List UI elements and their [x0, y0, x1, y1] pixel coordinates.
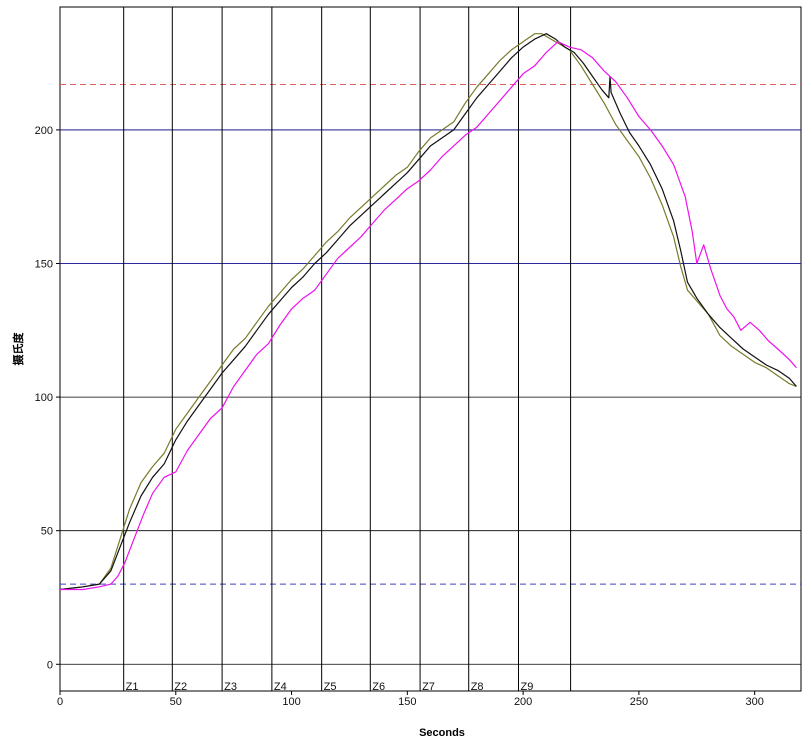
y-tick-label-200: 200 [35, 125, 53, 137]
x-tick-label-50: 50 [170, 696, 182, 708]
series-line-2 [59, 33, 797, 591]
y-axis-ticks: 0 50 100 150 200 [35, 125, 60, 671]
zone-label-z5: Z5 [324, 681, 337, 693]
x-tick-label-150: 150 [398, 696, 416, 708]
x-axis-ticks: 0 50 100 150 200 250 300 [57, 691, 764, 708]
x-tick-label-250: 250 [630, 696, 648, 708]
y-axis-title: 摄氏度 [11, 332, 25, 366]
zone-label-z7: Z7 [422, 681, 435, 693]
zone-markers: Z1 Z2 Z3 Z4 Z5 Z6 Z7 Z8 Z9 [123, 7, 572, 693]
plot-area [59, 6, 802, 692]
zone-label-z9: Z9 [520, 681, 533, 693]
zone-label-z3: Z3 [224, 681, 237, 693]
zone-label-z1: Z1 [126, 681, 139, 693]
zone-label-z4: Z4 [274, 681, 287, 693]
zone-label-z2: Z2 [174, 681, 187, 693]
zone-label-z8: Z8 [471, 681, 484, 693]
x-tick-label-100: 100 [282, 696, 300, 708]
reference-lines [60, 83, 801, 585]
series-line-1 [59, 33, 797, 591]
series-lines [59, 33, 797, 591]
y-tick-label-0: 0 [47, 659, 53, 671]
x-tick-label-200: 200 [514, 696, 532, 708]
series-line-3 [60, 41, 797, 591]
y-tick-label-100: 100 [35, 392, 53, 404]
x-tick-label-0: 0 [57, 696, 63, 708]
y-tick-label-150: 150 [35, 259, 53, 271]
x-tick-label-300: 300 [746, 696, 764, 708]
zone-label-z6: Z6 [372, 681, 385, 693]
x-axis-title: Seconds [419, 727, 465, 738]
y-tick-label-50: 50 [41, 526, 53, 538]
